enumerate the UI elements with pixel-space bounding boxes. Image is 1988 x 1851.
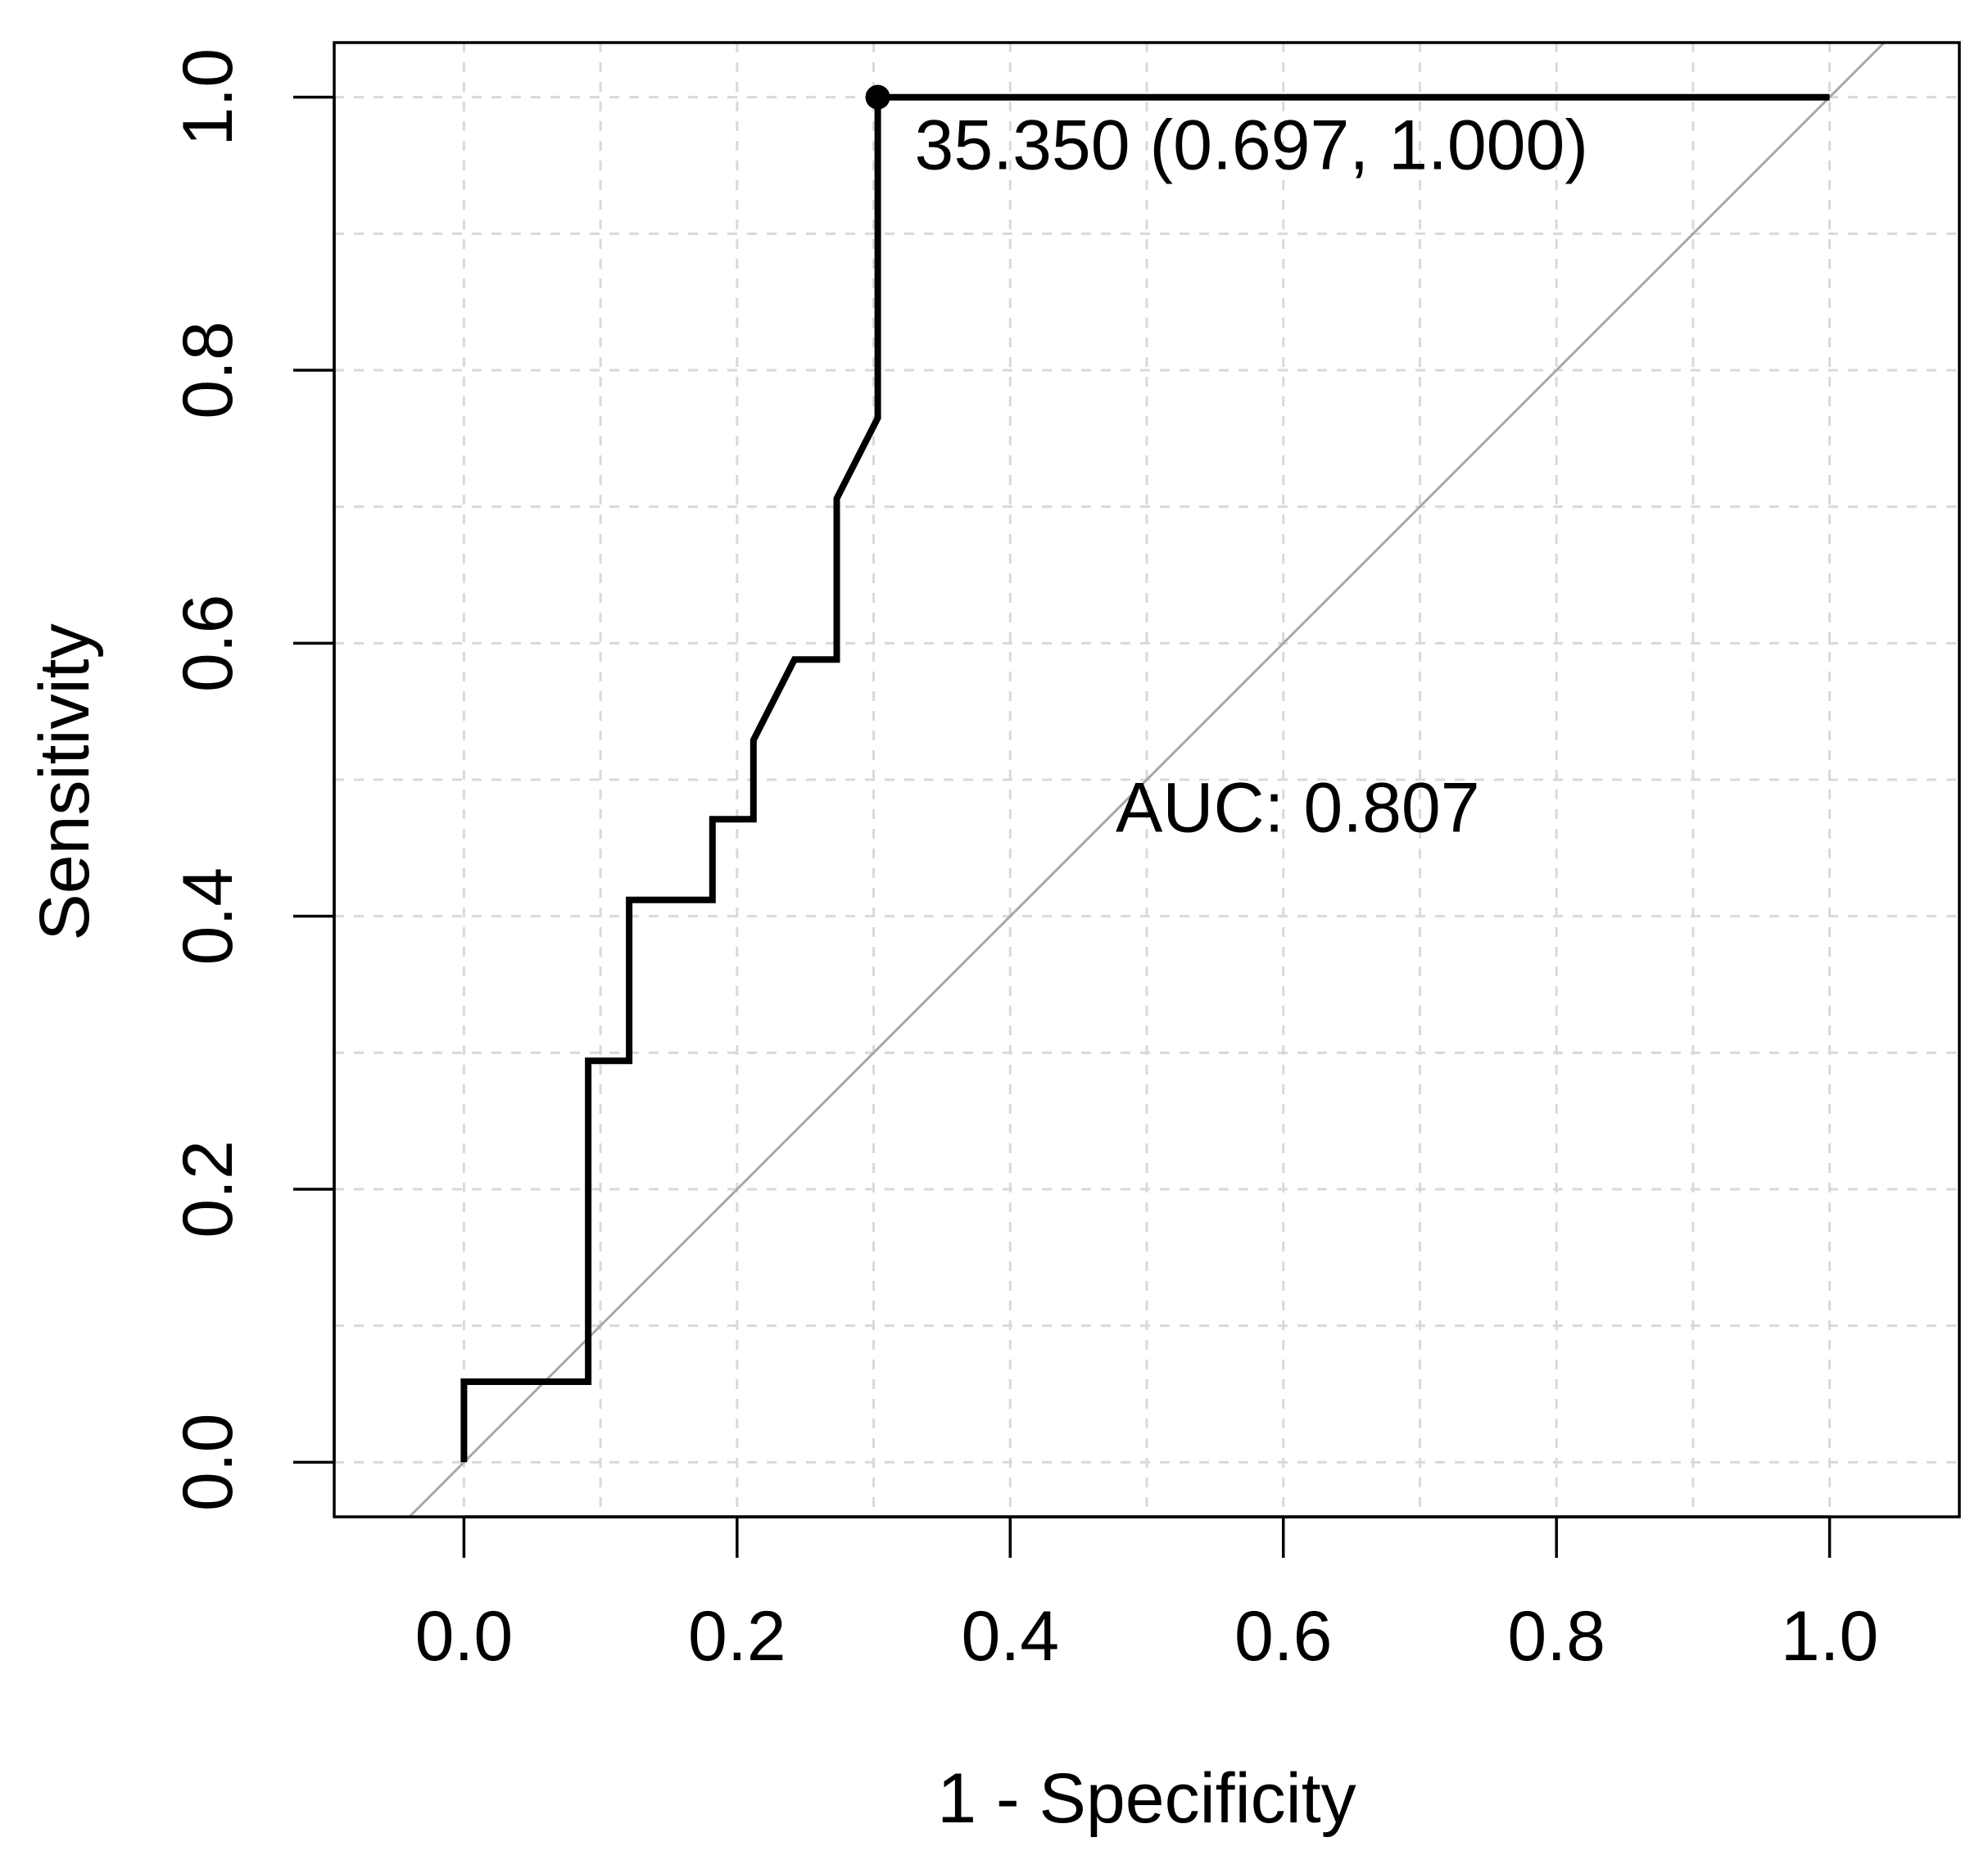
best-threshold-point (865, 84, 890, 110)
y-axis-title: Sensitivity (25, 623, 104, 940)
x-tick-label: 0.6 (1234, 1597, 1333, 1676)
grid (334, 43, 1959, 1517)
x-tick-label: 0.8 (1507, 1597, 1605, 1676)
x-tick-label: 0.2 (688, 1597, 786, 1676)
reference-diagonal-line (408, 41, 1886, 1518)
y-tick-label: 0.4 (169, 867, 247, 966)
x-axis-title: 1 - Specificity (937, 1759, 1356, 1838)
reference-line-layer (408, 41, 1886, 1518)
x-tick-label: 1.0 (1781, 1597, 1879, 1676)
x-tick-label: 0.4 (961, 1597, 1059, 1676)
auc-label: AUC: 0.807 (1116, 768, 1480, 847)
y-axis: 0.0 0.2 0.4 0.6 0.8 1.0 (169, 48, 336, 1512)
x-tick-label: 0.0 (415, 1597, 514, 1676)
y-tick-label: 0.6 (169, 595, 247, 693)
best-threshold-label: 35.350 (0.697, 1.000) (915, 106, 1588, 185)
y-tick-label: 0.2 (169, 1140, 247, 1238)
y-tick-label: 1.0 (169, 48, 247, 147)
y-tick-label: 0.8 (169, 321, 247, 419)
roc-curve-line (460, 93, 1830, 1463)
roc-curve-layer (460, 84, 1830, 1463)
x-axis: 0.0 0.2 0.4 0.6 0.8 1.0 (415, 1515, 1879, 1676)
y-tick-label: 0.0 (169, 1414, 247, 1512)
